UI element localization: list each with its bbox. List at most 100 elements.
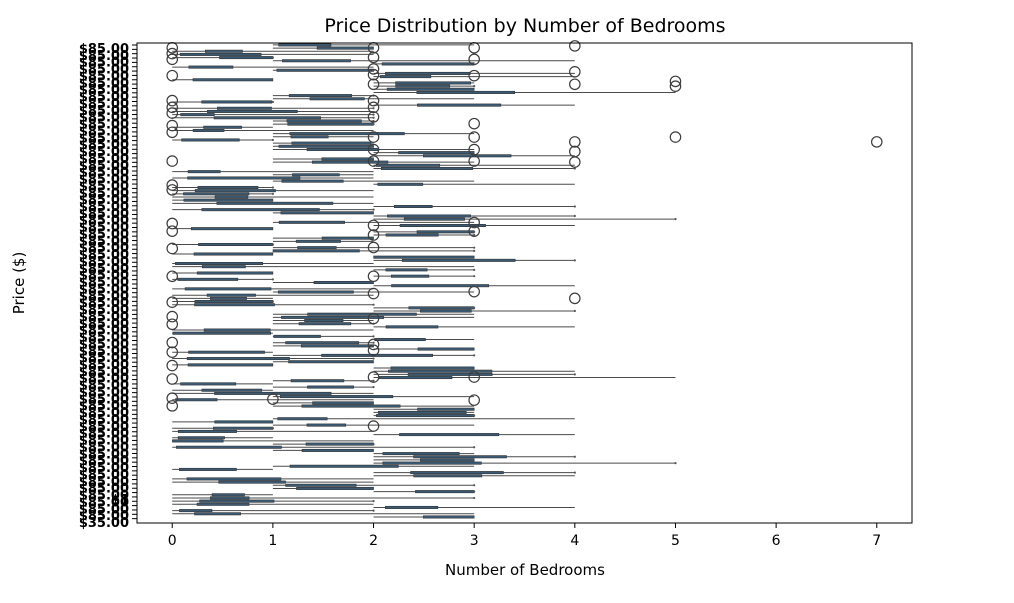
box <box>311 160 389 164</box>
box <box>194 303 275 307</box>
outlier-marker <box>569 145 581 158</box>
outlier-marker <box>569 292 581 305</box>
box <box>286 119 362 123</box>
dot-marker <box>573 214 576 218</box>
y-tick-label: $85.00 <box>79 97 129 112</box>
y-tick-label: $85.00 <box>79 200 129 215</box>
box <box>390 274 430 278</box>
dot-marker <box>372 341 375 344</box>
box <box>176 445 282 449</box>
outlier-marker <box>468 53 480 66</box>
box <box>382 452 460 456</box>
dot-marker <box>573 205 576 208</box>
box <box>196 502 250 506</box>
outlier-marker <box>166 47 179 60</box>
dot-marker <box>271 243 274 246</box>
box <box>385 71 471 75</box>
dot-marker <box>473 306 476 309</box>
box <box>272 249 360 253</box>
dot-marker <box>271 427 274 430</box>
box <box>278 220 345 224</box>
outlier-marker <box>367 63 380 75</box>
outlier-marker <box>669 80 682 92</box>
box <box>203 328 271 332</box>
box <box>281 315 385 319</box>
y-tick-label: $85.00 <box>79 63 129 78</box>
box <box>193 252 274 256</box>
y-tick-label: $85.00 <box>79 76 129 91</box>
box <box>288 94 353 98</box>
y-tick-label: $85.00 <box>79 214 129 229</box>
box <box>416 90 516 94</box>
dot-marker <box>372 442 375 446</box>
y-tick-label: $85.00 <box>79 392 129 407</box>
y-tick-label: $85.00 <box>79 440 129 455</box>
box <box>172 331 271 335</box>
box <box>194 300 274 304</box>
dot-marker <box>573 455 576 458</box>
box <box>399 223 486 227</box>
outlier-marker <box>166 310 179 323</box>
x-tick-label: 1 <box>268 533 277 549</box>
y-tick-label: $85.00 <box>79 193 129 208</box>
y-tick-label: $85.00 <box>79 145 129 160</box>
box <box>403 217 465 221</box>
box <box>387 214 471 218</box>
dot-marker <box>372 107 375 110</box>
outlier-marker <box>468 371 480 383</box>
outlier-marker <box>367 420 380 432</box>
outlier-marker <box>166 101 179 114</box>
box <box>190 227 274 231</box>
box <box>401 258 516 262</box>
outlier-marker <box>569 136 581 148</box>
box <box>407 372 493 376</box>
box <box>385 505 439 509</box>
y-tick-label: $85.00 <box>79 152 129 167</box>
box <box>209 496 250 500</box>
box <box>217 106 272 110</box>
outlier-marker <box>166 270 179 283</box>
box <box>194 189 276 193</box>
outlier-marker <box>367 143 380 156</box>
y-tick-label: $85.00 <box>79 159 129 174</box>
y-axis-label: Price ($) <box>10 252 28 315</box>
box <box>307 312 417 316</box>
box <box>417 347 475 351</box>
box <box>391 284 490 288</box>
box <box>386 87 475 91</box>
outlier-marker <box>367 338 380 351</box>
box <box>205 49 243 53</box>
box <box>374 338 426 342</box>
box <box>288 360 374 364</box>
outlier-marker <box>367 101 380 114</box>
box <box>413 455 507 459</box>
y-tick-label: $85.00 <box>79 296 129 311</box>
box <box>316 46 374 50</box>
box <box>216 201 334 205</box>
box <box>385 268 428 272</box>
outlier-marker <box>669 131 682 143</box>
outlier-marker <box>468 155 480 167</box>
box <box>172 439 224 443</box>
box <box>206 293 256 297</box>
dot-marker <box>573 167 576 170</box>
x-tick-label: 0 <box>168 533 177 549</box>
box <box>321 157 374 161</box>
y-tick-label: $85.00 <box>79 118 129 133</box>
outlier-marker <box>166 107 179 119</box>
dot-marker <box>473 414 476 417</box>
box <box>292 173 340 177</box>
box <box>273 334 321 338</box>
box <box>177 436 225 440</box>
dot-marker <box>473 496 476 500</box>
y-tick-label: $85.00 <box>79 413 129 428</box>
box <box>399 433 500 437</box>
outlier-marker <box>468 394 480 406</box>
box <box>280 211 374 215</box>
box <box>301 448 374 452</box>
box <box>213 116 321 120</box>
outlier-marker <box>468 131 480 143</box>
box <box>289 464 399 468</box>
box <box>304 319 344 323</box>
